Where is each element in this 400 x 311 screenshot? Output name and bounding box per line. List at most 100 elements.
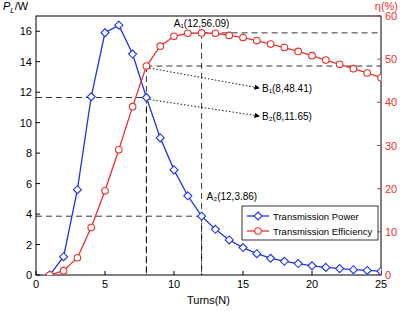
series-marker <box>74 254 81 261</box>
legend-box <box>242 206 378 240</box>
series-marker <box>308 262 316 270</box>
series-marker <box>323 57 330 64</box>
series-marker <box>185 30 192 37</box>
series-marker <box>115 21 123 29</box>
y-tick <box>36 122 40 123</box>
series-marker <box>226 32 233 39</box>
series-marker <box>171 33 178 40</box>
y2-tick-label: 30 <box>385 140 397 152</box>
series-marker <box>60 253 68 261</box>
legend-label: Transmission Efficiency <box>273 226 373 237</box>
x-tick <box>243 271 244 275</box>
x-tick <box>312 271 313 275</box>
series-marker <box>198 212 206 220</box>
x-tick <box>174 271 175 275</box>
y-tick <box>36 183 40 184</box>
series-marker <box>142 94 150 102</box>
guide-vertical <box>201 216 202 275</box>
series-marker <box>309 52 316 59</box>
series-marker <box>294 260 302 268</box>
x-tick-label: 0 <box>33 278 39 290</box>
series-marker <box>364 70 371 77</box>
y-tick-label: 12 <box>20 86 32 98</box>
series-marker <box>295 48 302 55</box>
series-marker <box>267 254 275 262</box>
series-marker <box>73 186 81 194</box>
series-marker <box>240 34 247 41</box>
series-marker <box>87 93 95 101</box>
legend-marker <box>255 228 262 235</box>
y-tick-label: 14 <box>20 56 32 68</box>
x-tick <box>105 271 106 275</box>
y2-tick-label: 50 <box>385 53 397 65</box>
series-marker <box>198 30 205 37</box>
y2-tick-label: 0 <box>385 269 391 281</box>
series-marker <box>101 29 109 37</box>
data <box>46 21 381 275</box>
series-marker <box>253 37 260 44</box>
series-marker <box>46 271 54 275</box>
guide-horizontal <box>36 216 202 217</box>
series-marker <box>129 50 137 58</box>
series-marker <box>336 265 344 273</box>
series-marker <box>116 147 123 154</box>
y-tick <box>36 153 40 154</box>
guides <box>36 33 381 275</box>
y2-tick <box>377 59 381 60</box>
annotation-label: B₂(8,11.65) <box>262 111 312 122</box>
series-marker <box>129 103 136 110</box>
y-axis-label: PL/W <box>3 0 29 15</box>
series-marker <box>170 166 178 174</box>
y-tick <box>36 214 40 215</box>
y2-tick <box>377 145 381 146</box>
series-line <box>50 25 381 275</box>
x-tick <box>36 271 37 275</box>
legend-label: Transmission Power <box>273 211 359 222</box>
series-marker <box>267 41 274 48</box>
plot-frame <box>36 16 381 275</box>
series-marker <box>47 272 54 275</box>
series-marker <box>378 74 381 81</box>
series-marker <box>88 224 95 231</box>
y2-tick-label: 10 <box>385 226 397 238</box>
x-tick-label: 10 <box>168 278 180 290</box>
x-tick-label: 20 <box>306 278 318 290</box>
y2-tick-label: 20 <box>385 183 397 195</box>
series-marker <box>211 225 219 233</box>
annotation-arrow <box>149 100 259 116</box>
series-marker <box>253 250 261 258</box>
y-tick-label: 2 <box>26 239 32 251</box>
guide-vertical <box>201 33 202 275</box>
series-marker <box>336 61 343 68</box>
y-tick <box>36 275 40 276</box>
series-marker <box>212 30 219 37</box>
series-marker <box>143 63 150 70</box>
y-tick <box>36 61 40 62</box>
x-axis-label: Turns(N) <box>187 294 230 306</box>
x-tick-label: 15 <box>237 278 249 290</box>
series-marker <box>157 43 164 50</box>
series-marker <box>239 244 247 252</box>
legend-marker <box>254 212 262 220</box>
y-tick-label: 4 <box>26 208 32 220</box>
series-marker <box>225 236 233 244</box>
y-tick <box>36 31 40 32</box>
y2-tick-label: 40 <box>385 96 397 108</box>
y2-tick <box>377 102 381 103</box>
y-tick-label: 16 <box>20 25 32 37</box>
y-tick-label: 6 <box>26 178 32 190</box>
series-marker <box>184 192 192 200</box>
annotation-label: A₁(12,56.09) <box>174 18 230 29</box>
series-marker <box>156 134 164 142</box>
guide-vertical <box>146 98 147 275</box>
legend: Transmission Power Transmission Efficienc… <box>242 206 378 240</box>
x-tick-label: 5 <box>102 278 108 290</box>
y-tick <box>36 92 40 93</box>
series-marker <box>60 267 67 274</box>
y2-tick <box>377 188 381 189</box>
chart: 051015202502468101214160102030405060Turn… <box>0 0 400 311</box>
annotation-arrow <box>149 68 259 88</box>
annotation-label: A₂(12,3.86) <box>207 191 258 202</box>
series-marker <box>350 65 357 72</box>
series-marker <box>349 266 357 274</box>
